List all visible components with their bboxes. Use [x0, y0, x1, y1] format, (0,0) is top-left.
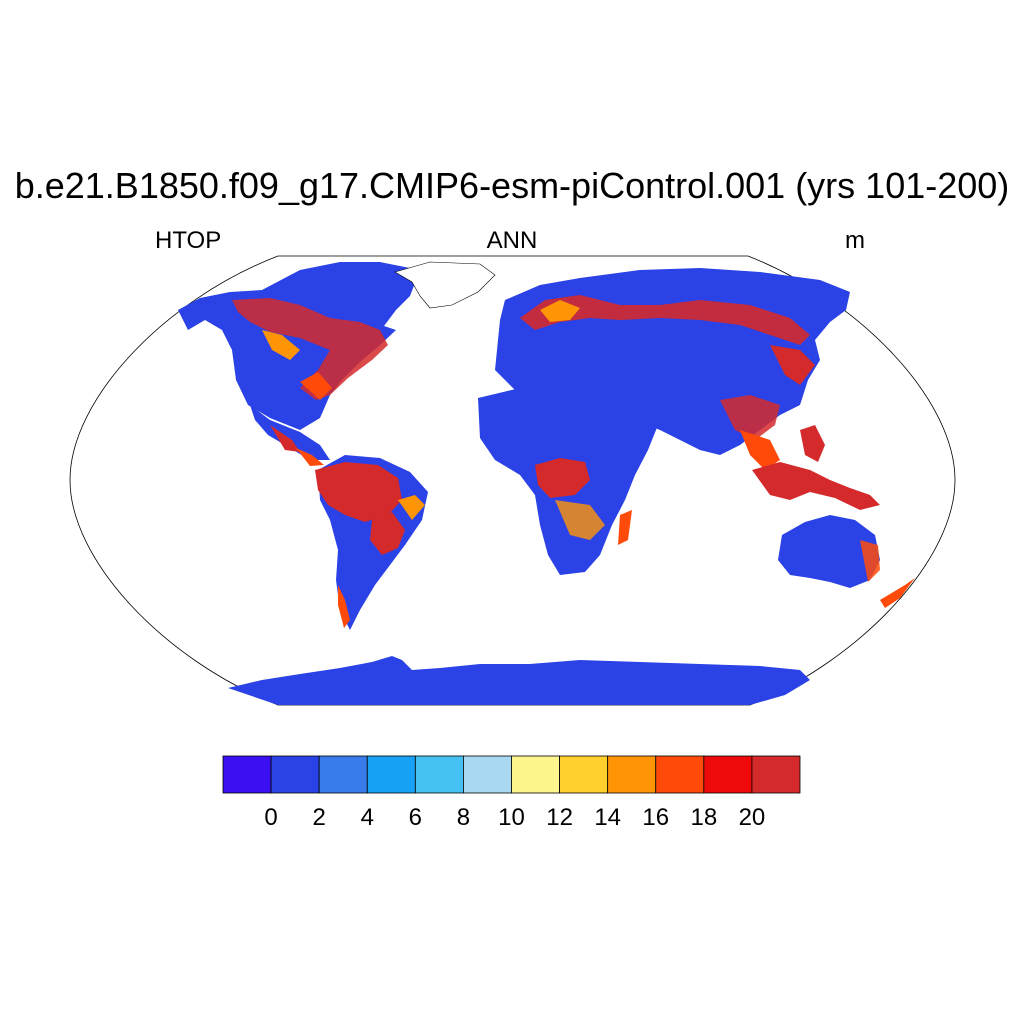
africa-region: [478, 388, 660, 575]
colorbar-tick-label: 10: [498, 804, 525, 831]
colorbar-tick-label: 16: [642, 804, 669, 831]
map-title: b.e21.B1850.f09_g17.CMIP6-esm-piControl.…: [14, 165, 1010, 206]
colorbar-tick-label: 14: [594, 804, 621, 831]
colorbar-swatch: [366, 755, 416, 794]
colorbar-swatch: [318, 755, 368, 794]
colorbar-tick-label: 12: [546, 804, 573, 831]
colorbar-tick-label: 2: [312, 804, 325, 831]
colorbar-tick-label: 0: [264, 804, 277, 831]
colorbar-swatch: [655, 755, 705, 794]
colorbar-tick-label: 6: [409, 804, 422, 831]
colorbar-swatch: [414, 755, 464, 794]
eurasia-region: [495, 268, 850, 470]
australia-region: [778, 515, 915, 608]
colorbar-swatch: [703, 755, 753, 794]
colorbar-swatch: [511, 755, 560, 794]
colorbar-swatch: [751, 755, 801, 794]
colorbar-tick-label: 18: [690, 804, 717, 831]
units-label: m: [845, 227, 865, 254]
colorbar-tick-label: 8: [457, 804, 470, 831]
season-label: ANN: [486, 227, 538, 254]
south-america-region: [315, 455, 428, 630]
north-america-region: [178, 262, 420, 466]
colorbar-swatch: [463, 755, 512, 794]
southeast-asia-region: [752, 425, 880, 510]
colorbar-swatch: [607, 755, 657, 794]
greenland-region: [394, 261, 496, 309]
colorbar-tick-label: 4: [361, 804, 374, 831]
colorbar-swatch: [559, 755, 609, 794]
colorbar-swatch: [222, 755, 272, 794]
colorbar-tick-label: 20: [739, 804, 766, 831]
antarctica-region: [228, 656, 810, 705]
colorbar-swatch: [270, 755, 320, 794]
variable-label: HTOP: [155, 227, 222, 254]
